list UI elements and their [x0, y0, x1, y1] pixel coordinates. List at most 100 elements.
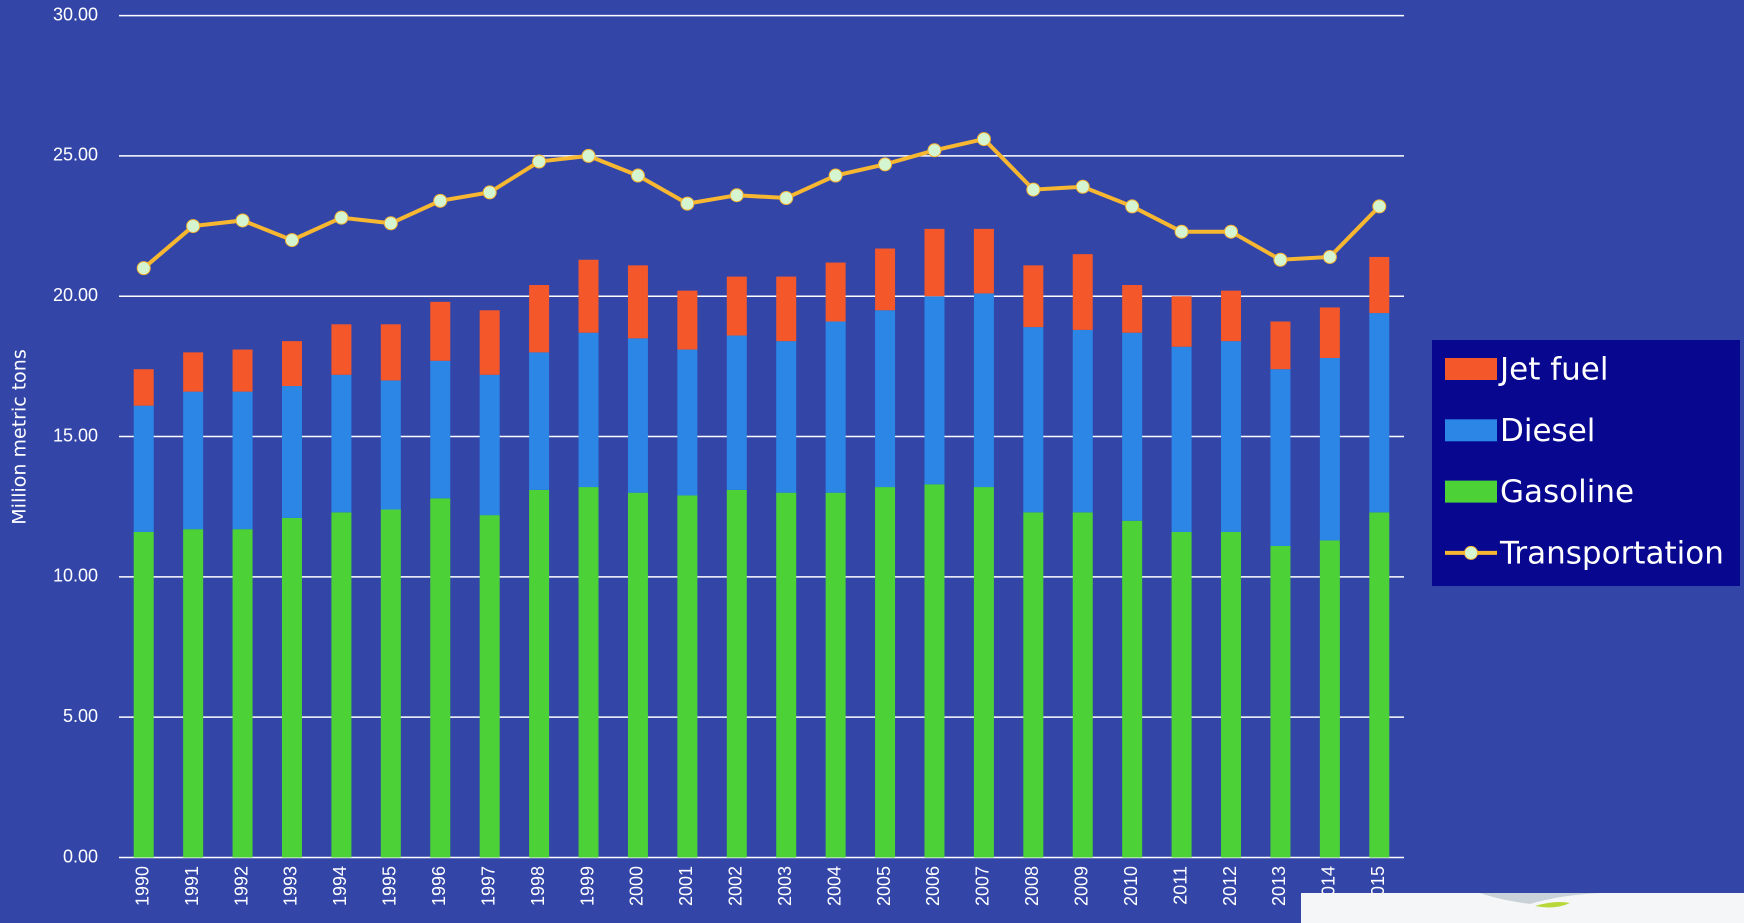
bar-segment	[183, 391, 204, 530]
y-tick-label: 20.00	[53, 285, 98, 305]
line-marker	[482, 185, 497, 200]
bar-segment	[331, 324, 352, 375]
line-marker	[729, 188, 744, 203]
bar-segment	[1369, 256, 1390, 314]
bar-segment	[1171, 346, 1192, 532]
bar-segment	[380, 380, 401, 510]
bar-segment	[627, 492, 648, 858]
line-marker	[1174, 224, 1189, 239]
bar-segment	[430, 301, 451, 361]
corner-decoration	[1301, 893, 1744, 923]
line-marker	[779, 191, 794, 206]
y-tick-label: 25.00	[53, 145, 98, 165]
bar-segment	[1369, 512, 1390, 858]
line-marker	[1224, 224, 1239, 239]
bar-segment	[529, 352, 550, 490]
y-tick-label: 15.00	[53, 425, 98, 445]
line-marker	[1026, 182, 1041, 197]
bar-segment	[1319, 357, 1340, 541]
bar-segment	[875, 310, 896, 488]
y-tick-label: 0.00	[63, 846, 98, 866]
legend-label: Diesel	[1500, 413, 1595, 449]
line-marker	[383, 216, 398, 231]
bar-segment	[578, 487, 599, 858]
bar-segment	[1171, 296, 1192, 347]
bar-segment	[232, 391, 253, 530]
x-tick-label: 2004	[824, 866, 844, 906]
bar-segment	[627, 265, 648, 339]
line-marker	[433, 193, 448, 208]
legend-label: Transportation	[1499, 535, 1724, 571]
line-marker	[828, 168, 843, 183]
line-marker	[1372, 199, 1387, 214]
bar-segment	[924, 228, 945, 297]
bar-segment	[183, 529, 204, 858]
bar-segment	[1319, 307, 1340, 358]
x-tick-label: 1994	[330, 866, 350, 906]
bar-segment	[1270, 545, 1291, 858]
bar-segment	[776, 492, 797, 858]
line-marker	[630, 168, 645, 183]
x-tick-label: 2007	[973, 866, 993, 906]
bar-segment	[776, 341, 797, 493]
x-tick-label: 2003	[775, 866, 795, 906]
bar-segment	[776, 276, 797, 342]
legend-label: Jet fuel	[1498, 352, 1608, 388]
x-tick-label: 1993	[281, 866, 301, 906]
x-tick-label: 2008	[1022, 866, 1042, 906]
x-tick-label: 2005	[874, 866, 894, 906]
x-tick-label: 1996	[429, 866, 449, 906]
legend-swatch	[1445, 358, 1497, 380]
legend-box	[1432, 340, 1740, 586]
line-marker	[927, 143, 942, 158]
bar-segment	[973, 293, 994, 488]
legend-marker	[1464, 545, 1478, 560]
line-marker	[1273, 252, 1288, 267]
y-axis-title: Million metric tons	[9, 349, 31, 524]
x-tick-label: 2010	[1121, 866, 1141, 906]
line-marker	[581, 148, 596, 163]
x-tick-label: 1990	[132, 866, 152, 906]
bar-segment	[1023, 512, 1044, 858]
bar-segment	[529, 285, 550, 353]
bar-segment	[1072, 254, 1093, 330]
bar-segment	[281, 517, 302, 858]
bar-segment	[578, 332, 599, 488]
legend-swatch	[1445, 419, 1497, 442]
line-marker	[680, 196, 695, 211]
bar-segment	[133, 405, 154, 532]
bar-segment	[281, 341, 302, 387]
bar-segment	[578, 259, 599, 333]
bar-segment	[1023, 265, 1044, 328]
bar-segment	[430, 360, 451, 499]
bar-segment	[924, 296, 945, 485]
x-tick-label: 1999	[577, 866, 597, 906]
bar-segment	[924, 484, 945, 858]
line-marker	[532, 154, 547, 169]
bar-segment	[1319, 540, 1340, 858]
x-tick-label: 2013	[1269, 866, 1289, 906]
bar-segment	[133, 531, 154, 858]
x-tick-label: 1992	[231, 866, 251, 906]
line-marker	[878, 157, 893, 172]
bar-segment	[825, 262, 846, 322]
bar-segment	[677, 290, 698, 350]
bar-segment	[1072, 512, 1093, 858]
x-tick-label: 2011	[1170, 866, 1190, 905]
line-marker	[1075, 179, 1090, 194]
bar-segment	[825, 321, 846, 493]
line	[142, 136, 1381, 270]
bar-segment	[183, 352, 204, 392]
bar-segment	[726, 335, 747, 490]
bar-segment	[677, 495, 698, 858]
legend-swatch	[1445, 480, 1497, 503]
x-tick-label: 1991	[182, 866, 202, 906]
bar-segment	[380, 324, 401, 381]
bar-segment	[331, 512, 352, 858]
line-marker	[136, 261, 151, 276]
x-tick-label: 2012	[1220, 866, 1240, 906]
line-marker	[186, 219, 201, 234]
legend-label: Gasoline	[1500, 474, 1634, 510]
